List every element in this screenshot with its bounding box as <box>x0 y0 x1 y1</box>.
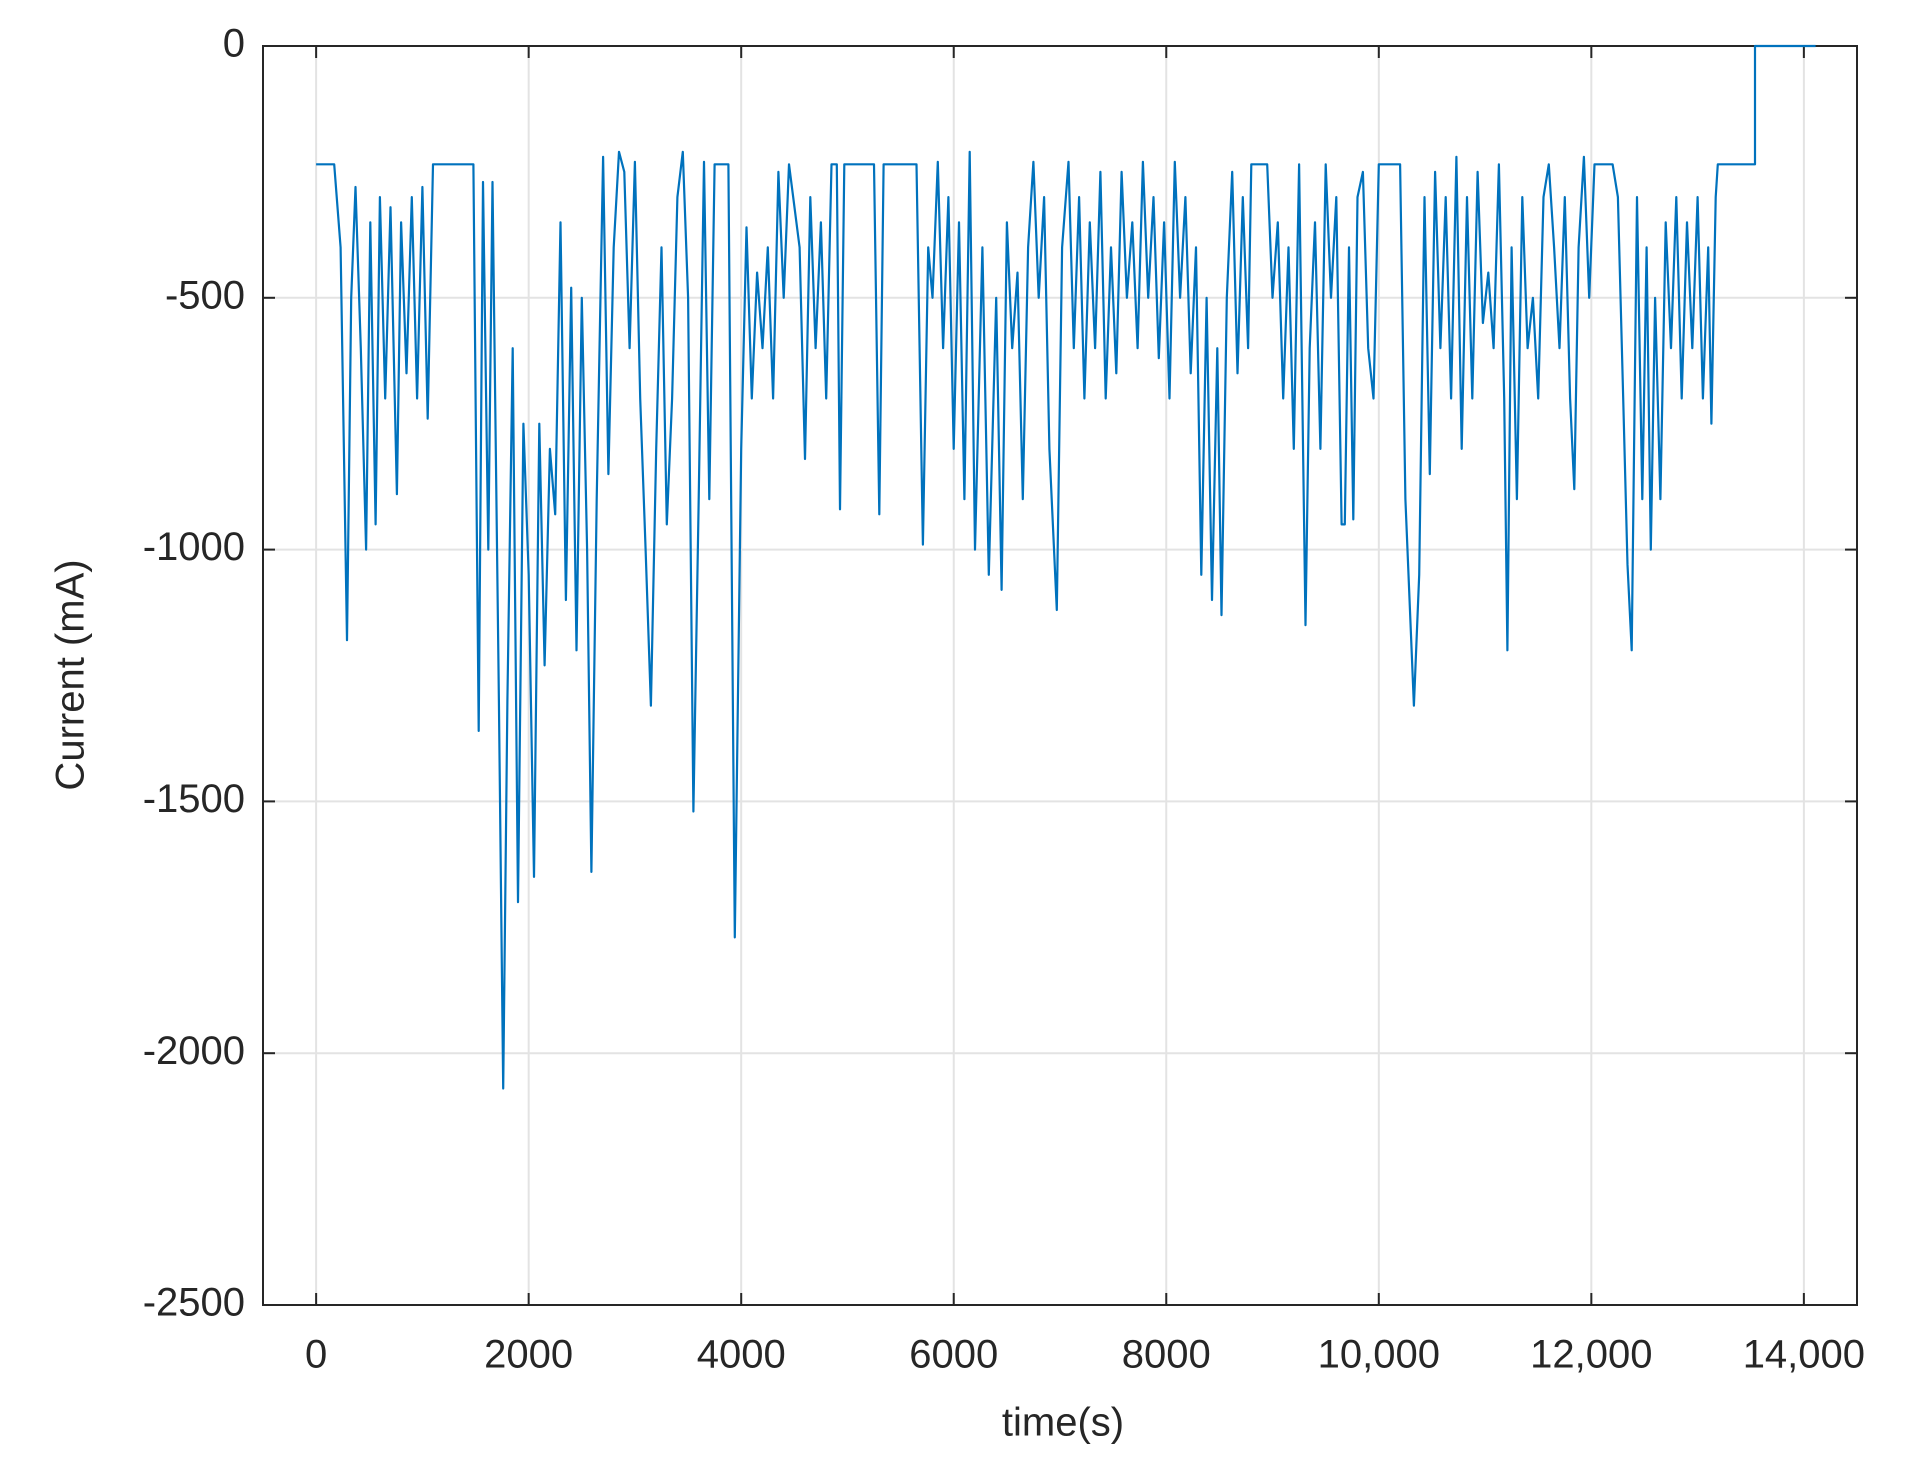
plot-frame <box>262 45 1858 1306</box>
x-tick-label: 14,000 <box>1743 1333 1865 1377</box>
x-tick-label: 8000 <box>1122 1333 1211 1377</box>
y-tick-label: 0 <box>223 22 245 66</box>
data-line <box>316 44 1816 1090</box>
y-tick-label: -2000 <box>143 1029 245 1073</box>
x-tick-label: 6000 <box>909 1333 998 1377</box>
y-tick-label: -500 <box>165 273 245 317</box>
y-tick-label: -1000 <box>143 525 245 569</box>
y-tick-label: -2500 <box>143 1281 245 1325</box>
y-axis-label: Current (mA) <box>49 559 93 790</box>
x-axis-label: time(s) <box>1002 1401 1124 1445</box>
x-tick-label: 10,000 <box>1318 1333 1440 1377</box>
y-tick-label: -1500 <box>143 777 245 821</box>
x-tick-label: 12,000 <box>1530 1333 1652 1377</box>
x-tick-label: 4000 <box>697 1333 786 1377</box>
x-tick-label: 2000 <box>484 1333 573 1377</box>
x-tick-label: 0 <box>305 1333 327 1377</box>
